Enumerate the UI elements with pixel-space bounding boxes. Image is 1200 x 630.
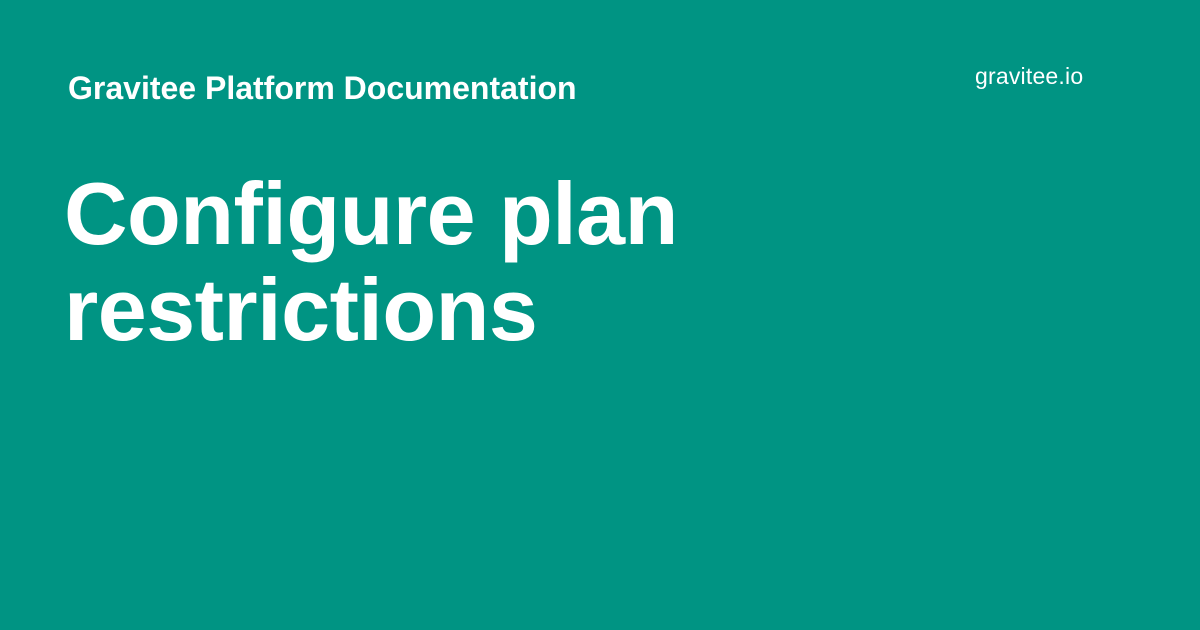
site-name: Gravitee Platform Documentation <box>68 70 577 106</box>
page-title: Configure plan restrictions <box>64 164 678 359</box>
logo-wordmark: gravitee.io <box>975 63 1083 89</box>
gravitee-logo[interactable]: gravitee.io <box>975 62 1115 94</box>
